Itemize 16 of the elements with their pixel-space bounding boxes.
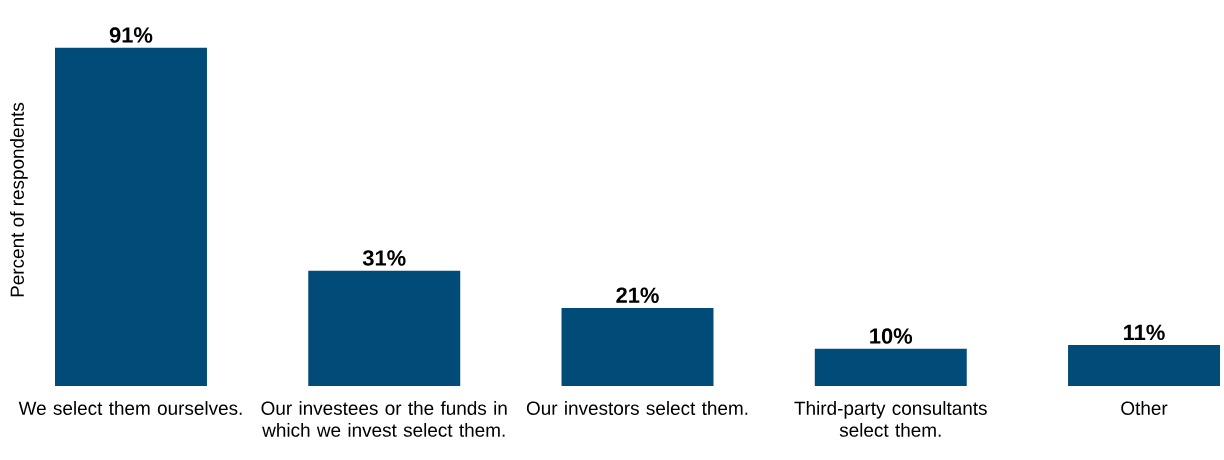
x-tick-label: Our investees or the funds in which we invest select them. [261, 401, 507, 437]
y-axis-title: Percent of respondents [10, 102, 28, 297]
data-label: 91% [109, 27, 153, 43]
x-tick-label: Other [1121, 401, 1168, 415]
data-label: 21% [616, 287, 659, 303]
bar [1068, 345, 1221, 386]
data-label: 11% [1124, 324, 1165, 341]
data-label: 31% [362, 250, 406, 266]
x-tick-label: We select them ourselves. [18, 401, 242, 415]
bar [561, 307, 714, 386]
x-tick-label: Our investors select them. [526, 401, 748, 415]
bar [814, 348, 967, 386]
data-label: 10% [870, 328, 913, 344]
bar [55, 47, 207, 386]
x-tick-label: Third-party consultants select them. [794, 401, 987, 437]
bar [308, 270, 461, 386]
